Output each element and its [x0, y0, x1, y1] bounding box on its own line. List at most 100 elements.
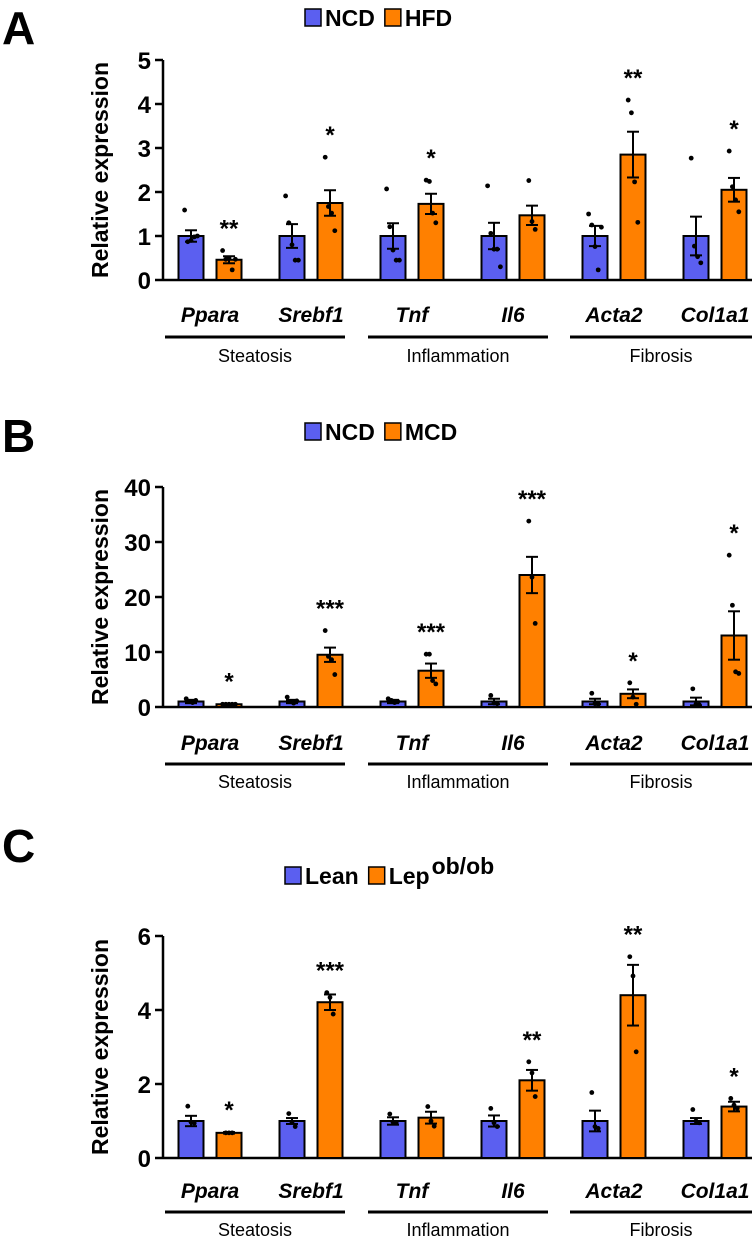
data-point [294, 698, 300, 704]
data-point [425, 1104, 431, 1109]
y-tick-label: 3 [138, 136, 151, 163]
data-point [430, 678, 435, 683]
data-point [529, 574, 535, 580]
data-point [384, 186, 389, 192]
data-point [696, 1120, 702, 1126]
data-point [195, 233, 200, 239]
data-point [599, 224, 604, 230]
gene-label: Acta2 [584, 1180, 643, 1203]
data-point [326, 654, 331, 659]
bar-lean-srebf1 [278, 1120, 306, 1159]
data-point [690, 1107, 696, 1112]
data-point [431, 1123, 437, 1129]
data-point [284, 694, 290, 700]
y-tick-label: 0 [138, 268, 151, 295]
data-point [589, 1090, 595, 1095]
data-point [532, 1094, 538, 1099]
data-point [726, 148, 732, 154]
legend-swatch-1 [367, 866, 386, 885]
data-point [322, 628, 328, 633]
data-point [292, 1124, 298, 1129]
significance-marker: * [224, 1097, 234, 1124]
data-point [229, 1130, 235, 1136]
group-label: Fibrosis [629, 772, 692, 792]
data-point [387, 1111, 393, 1117]
data-point [185, 1103, 191, 1109]
group-label: Steatosis [218, 1220, 292, 1240]
data-point [632, 179, 637, 185]
data-point [526, 1059, 532, 1065]
gene-label: Il6 [501, 304, 525, 327]
data-point [589, 690, 595, 696]
data-point [233, 256, 238, 262]
data-point [627, 954, 633, 960]
y-tick-label: 6 [138, 924, 151, 951]
legend: NCD MCD [304, 419, 457, 445]
y-tick-label: 20 [124, 585, 151, 612]
y-axis-label: Relative expression [87, 939, 113, 1155]
data-point [595, 1126, 601, 1131]
panel-letter: C [2, 820, 35, 872]
data-point [427, 179, 432, 184]
data-point [220, 248, 226, 253]
y-tick-label: 4 [138, 92, 152, 119]
data-point [736, 671, 742, 676]
legend-label-0: Lean [305, 863, 359, 889]
data-point [728, 1096, 734, 1101]
gene-label: Srebf1 [278, 1180, 343, 1203]
panel-letter: A [2, 2, 35, 54]
data-point [690, 686, 696, 692]
data-point [592, 244, 598, 249]
group-label: Fibrosis [629, 346, 692, 366]
y-tick-label: 5 [138, 48, 151, 75]
bar-lep-ppara [215, 1131, 243, 1159]
data-point [488, 693, 494, 698]
y-tick-label: 10 [124, 640, 151, 667]
y-tick-label: 1 [138, 224, 151, 251]
data-point [395, 699, 401, 704]
data-point [529, 1070, 535, 1076]
gene-label: Srebf1 [278, 732, 343, 755]
data-point [526, 178, 532, 183]
legend-label-0: NCD [325, 419, 375, 445]
bar-mcd-il6 [518, 574, 546, 708]
data-point [734, 1106, 740, 1111]
data-point [330, 1011, 336, 1017]
legend-label-1: HFD [405, 5, 452, 31]
data-point [589, 222, 595, 228]
panel-b: B NCD MCD Relative expression 0 10 20 30 40 * Ppar… [2, 410, 752, 792]
gene-label: Srebf1 [278, 304, 343, 327]
legend-swatch-0 [304, 422, 322, 441]
data-point [627, 680, 633, 686]
data-point [296, 257, 301, 263]
data-point [595, 267, 601, 273]
bar-lep-srebf1 [316, 1001, 344, 1159]
data-point [390, 247, 396, 253]
legend-label-1: MCD [405, 419, 457, 445]
significance-marker: *** [518, 486, 547, 513]
data-point [188, 238, 194, 243]
significance-marker: * [729, 520, 739, 547]
gene-label: Ppara [181, 732, 240, 755]
gene-label: Ppara [181, 1180, 240, 1203]
group-label: Inflammation [406, 346, 509, 366]
significance-marker: * [628, 648, 638, 675]
bar-lean-tnf [379, 1120, 407, 1159]
legend-swatch-0 [304, 8, 322, 27]
data-point [494, 246, 500, 252]
data-point [731, 1102, 737, 1108]
legend-label-0: NCD [325, 5, 375, 31]
gene-label: Acta2 [584, 304, 643, 327]
data-point [494, 1124, 500, 1129]
legend-label-1: Lep [389, 863, 430, 889]
bar-ncd-ppara [177, 235, 205, 281]
bar-hfd-tnf [417, 202, 445, 282]
data-point [289, 1119, 295, 1125]
group-label: Steatosis [218, 346, 292, 366]
legend: NCD HFD [304, 5, 452, 31]
panel-letter: B [2, 410, 35, 462]
data-point [633, 1049, 639, 1055]
data-point [485, 183, 490, 189]
legend-superscript: ob/ob [432, 853, 495, 879]
